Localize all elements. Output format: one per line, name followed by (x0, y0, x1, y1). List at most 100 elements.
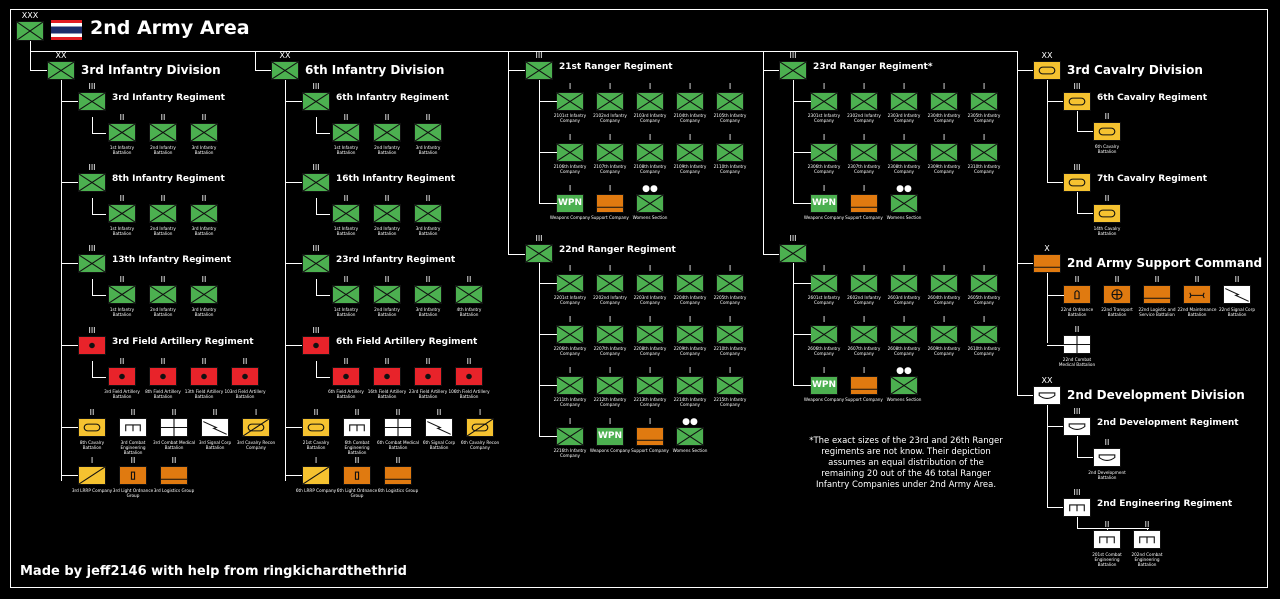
2603rd-infantry-company-caption: 2603rd Infantry Company (887, 295, 921, 305)
echelon-marker: I (862, 133, 866, 142)
2603rd-infantry-company-symbol (890, 274, 918, 293)
6th-cavalry-recon-company-symbol (466, 418, 494, 437)
2605th-infantry-company-symbol (970, 274, 998, 293)
connector-line (793, 334, 811, 335)
connector-line (92, 279, 93, 296)
echelon-marker: III (312, 82, 320, 91)
6th-cavalry-battalion-symbol (1093, 122, 1121, 141)
echelon-marker: III (535, 51, 543, 60)
2104th-infantry-company-caption: 2104th Infantry Company (673, 113, 707, 123)
6th-infantry-division-label: 6th Infantry Division (305, 63, 445, 77)
connector-line (1077, 111, 1078, 132)
2202nd-infantry-company-symbol (596, 274, 624, 293)
4th-infantry-battalion-symbol (455, 285, 483, 304)
connector-line (1017, 395, 1033, 396)
3rd-infantry-battalion-symbol (190, 204, 218, 223)
2305th-infantry-company-caption: 2305th Infantry Company (967, 113, 1001, 123)
8th-infantry-regiment-symbol (78, 173, 106, 192)
3rd-infantry-battalion-caption: 3rd Infantry Battalion (415, 307, 441, 317)
2604th-infantry-company-caption: 2604th Infantry Company (927, 295, 961, 305)
22nd-transport-battalion-symbol (1103, 285, 1131, 304)
22nd-logistic-and-service-battalion-caption: 22nd Logistic and Service Battalion (1138, 307, 1176, 317)
22nd-maintenance-battalion-symbol (1183, 285, 1211, 304)
2nd-engineering-regiment-label: 2nd Engineering Regiment (1097, 499, 1233, 509)
3rd-infantry-battalion-caption: 3rd Infantry Battalion (415, 145, 441, 155)
3rd-combat-engineering-battalion-symbol (119, 418, 147, 437)
echelon-marker: I (90, 456, 94, 465)
echelon-marker: XXX (21, 11, 39, 20)
1st-infantry-battalion-caption: 1st Infantry Battalion (333, 145, 359, 155)
connector-line (92, 117, 93, 134)
2nd-development-division-symbol (1033, 386, 1061, 405)
echelon-marker: XX (55, 51, 67, 60)
connector-line (61, 182, 79, 183)
echelon-marker: III (88, 82, 96, 91)
connector-line (763, 70, 779, 71)
echelon-marker: II (1194, 275, 1200, 284)
2110th-infantry-company-symbol (716, 143, 744, 162)
22nd-combat-medical-battalion-caption: 22nd Combat Medical Battalion (1058, 357, 1096, 367)
2210th-infantry-company-caption: 2210th Infantry Company (713, 346, 747, 356)
echelon-marker: III (312, 326, 320, 335)
201st-combat-engineering-battalion-caption: 201st Combat Engineering Battalion (1092, 552, 1122, 567)
echelon-marker: I (688, 315, 692, 324)
connector-line (1047, 295, 1064, 296)
3rd-field-artillery-regiment-label: 3rd Field Artillery Regiment (112, 337, 254, 347)
6th-cavalry-recon-company-caption: 6th Cavalry Recon Company (460, 440, 500, 450)
2310th-infantry-company-symbol (970, 143, 998, 162)
connector-line (316, 361, 317, 378)
2205th-infantry-company-symbol (716, 274, 744, 293)
echelon-marker: I (608, 264, 612, 273)
echelon-marker: II (395, 408, 401, 417)
6th-field-artillery-regiment-symbol (302, 336, 330, 355)
connector-line (1077, 517, 1078, 529)
weapons-text: WPN (597, 430, 623, 441)
2206th-infantry-company-caption: 2206th Infantry Company (553, 346, 587, 356)
support-company-caption: Support Company (591, 215, 629, 220)
2309th-infantry-company-caption: 2309th Infantry Company (927, 164, 961, 174)
echelon-marker: I (648, 315, 652, 324)
2105th-infantry-company-caption: 2105th Infantry Company (713, 113, 747, 123)
6th-combat-medical-battalion-symbol (384, 418, 412, 437)
echelon-marker: I (608, 184, 612, 193)
2nd-development-regiment-symbol (1063, 417, 1091, 436)
7th-cavalry-regiment-symbol (1063, 173, 1091, 192)
26th-ranger-regiment-symbol (779, 244, 807, 263)
echelon-marker: I (862, 184, 866, 193)
2212th-infantry-company-symbol (596, 376, 624, 395)
echelon-marker: I (568, 184, 572, 193)
2601st-infantry-company-symbol (810, 274, 838, 293)
3rd-signal-corp-battalion-symbol (201, 418, 229, 437)
16th-infantry-regiment-symbol (302, 173, 330, 192)
echelon-marker: II (160, 113, 166, 122)
2608th-infantry-company-caption: 2608th Infantry Company (887, 346, 921, 356)
6th-lrrp-company-symbol (302, 466, 330, 485)
3rd-logistics-group-caption: 3rd Logistics Group (153, 488, 195, 493)
connector-line (1017, 263, 1033, 264)
2308th-infantry-company-caption: 2308th Infantry Company (887, 164, 921, 174)
connector-line (285, 80, 286, 481)
2609th-infantry-company-caption: 2609th Infantry Company (927, 346, 961, 356)
22nd-logistic-and-service-battalion-symbol (1143, 285, 1171, 304)
echelon-marker: I (568, 82, 572, 91)
echelon-marker: II (425, 275, 431, 284)
echelon-marker: I (648, 417, 652, 426)
echelon-marker: I (942, 82, 946, 91)
6th-cavalry-regiment-label: 6th Cavalry Regiment (1097, 93, 1207, 103)
echelon-marker: II (313, 408, 319, 417)
6th-combat-engineering-battalion-symbol (343, 418, 371, 437)
support-company-caption: Support Company (845, 215, 883, 220)
connector-line (30, 51, 1018, 52)
connector-line (1047, 80, 1048, 183)
3rd-infantry-battalion-symbol (414, 285, 442, 304)
3rd-signal-corp-battalion-caption: 3rd Signal Corp Battalion (198, 440, 232, 450)
6th-infantry-division-symbol (271, 61, 299, 80)
weapons-text: WPN (811, 379, 837, 390)
echelon-marker: III (535, 234, 543, 243)
2103rd-infantry-company-symbol (636, 92, 664, 111)
connector-line (316, 213, 330, 215)
connector-line (92, 198, 93, 215)
echelon-marker: III (1073, 488, 1081, 497)
echelon-marker: X (1044, 244, 1050, 253)
1st-infantry-battalion-caption: 1st Infantry Battalion (333, 226, 359, 236)
